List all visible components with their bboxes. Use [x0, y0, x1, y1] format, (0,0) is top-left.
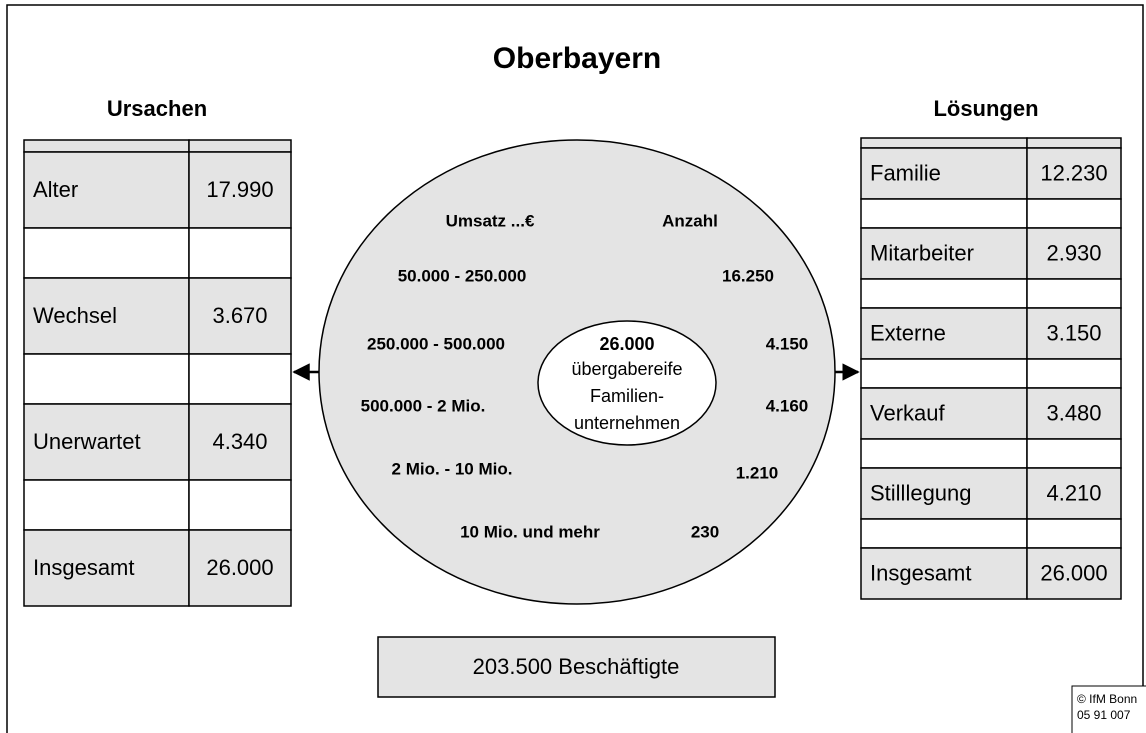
- center-text: unternehmen: [574, 413, 680, 433]
- right-heading: Lösungen: [933, 96, 1038, 121]
- revenue-class: 2 Mio. - 10 Mio.: [392, 459, 513, 478]
- row-label: Unerwartet: [33, 429, 141, 454]
- row-label: Verkauf: [870, 400, 945, 425]
- row-value: 4.340: [212, 429, 267, 454]
- blank-cell: [188, 353, 292, 405]
- circle-header: Umsatz ...€: [446, 211, 535, 230]
- blank-cell: [860, 518, 1028, 549]
- table-cell: [1026, 307, 1122, 360]
- blank-cell: [860, 198, 1028, 229]
- row-label: Insgesamt: [870, 560, 972, 585]
- employees-box: [377, 636, 776, 698]
- footer-line: © IfM Bonn: [1077, 692, 1137, 706]
- blank-cell: [23, 479, 190, 531]
- table-cell: [860, 227, 1028, 280]
- title: Oberbayern: [493, 42, 661, 75]
- center-text: Familien-: [590, 386, 664, 406]
- revenue-class: 500.000 - 2 Mio.: [361, 396, 486, 415]
- blank-cell: [1026, 278, 1122, 309]
- row-value: 2.930: [1046, 240, 1101, 265]
- table-header: [23, 139, 190, 153]
- table-cell: [23, 277, 190, 355]
- row-value: 3.150: [1046, 320, 1101, 345]
- revenue-class: 10 Mio. und mehr: [460, 522, 600, 541]
- count: 4.160: [766, 396, 809, 415]
- center-text: 26.000: [599, 334, 654, 354]
- table-cell: [188, 277, 292, 355]
- footer-line: 05 91 007: [1077, 708, 1131, 722]
- blank-cell: [1026, 518, 1122, 549]
- row-label: Insgesamt: [33, 555, 135, 580]
- table-header: [188, 139, 292, 153]
- table-cell: [188, 151, 292, 229]
- blank-cell: [860, 438, 1028, 469]
- row-value: 26.000: [206, 555, 273, 580]
- table-cell: [860, 547, 1028, 600]
- footer-box: [1071, 685, 1146, 733]
- blank-cell: [860, 278, 1028, 309]
- table-header: [860, 137, 1028, 149]
- row-label: Externe: [870, 320, 946, 345]
- table-cell: [1026, 467, 1122, 520]
- inner-ellipse: [537, 320, 717, 446]
- center-text: übergabereife: [571, 359, 682, 379]
- revenue-class: 250.000 - 500.000: [367, 334, 505, 353]
- row-label: Familie: [870, 160, 941, 185]
- blank-cell: [188, 227, 292, 279]
- table-cell: [188, 529, 292, 607]
- table-cell: [1026, 387, 1122, 440]
- row-value: 3.480: [1046, 400, 1101, 425]
- row-label: Alter: [33, 177, 78, 202]
- blank-cell: [860, 358, 1028, 389]
- blank-cell: [23, 353, 190, 405]
- blank-cell: [23, 227, 190, 279]
- blank-cell: [1026, 358, 1122, 389]
- circle-header: Anzahl: [662, 211, 718, 230]
- blank-cell: [1026, 198, 1122, 229]
- count: 4.150: [766, 334, 809, 353]
- left-heading: Ursachen: [107, 96, 207, 121]
- table-header: [1026, 137, 1122, 149]
- revenue-class: 50.000 - 250.000: [398, 266, 527, 285]
- count: 230: [691, 522, 719, 541]
- row-value: 26.000: [1040, 560, 1107, 585]
- count: 16.250: [722, 266, 774, 285]
- row-value: 3.670: [212, 303, 267, 328]
- table-cell: [860, 147, 1028, 200]
- row-label: Stilllegung: [870, 480, 972, 505]
- table-cell: [1026, 227, 1122, 280]
- row-value: 12.230: [1040, 160, 1107, 185]
- employees: 203.500 Beschäftigte: [473, 654, 680, 679]
- row-label: Wechsel: [33, 303, 117, 328]
- row-label: Mitarbeiter: [870, 240, 974, 265]
- table-cell: [23, 151, 190, 229]
- table-cell: [1026, 147, 1122, 200]
- table-cell: [1026, 547, 1122, 600]
- count: 1.210: [736, 463, 779, 482]
- table-cell: [860, 307, 1028, 360]
- blank-cell: [1026, 438, 1122, 469]
- row-value: 17.990: [206, 177, 273, 202]
- row-value: 4.210: [1046, 480, 1101, 505]
- blank-cell: [188, 479, 292, 531]
